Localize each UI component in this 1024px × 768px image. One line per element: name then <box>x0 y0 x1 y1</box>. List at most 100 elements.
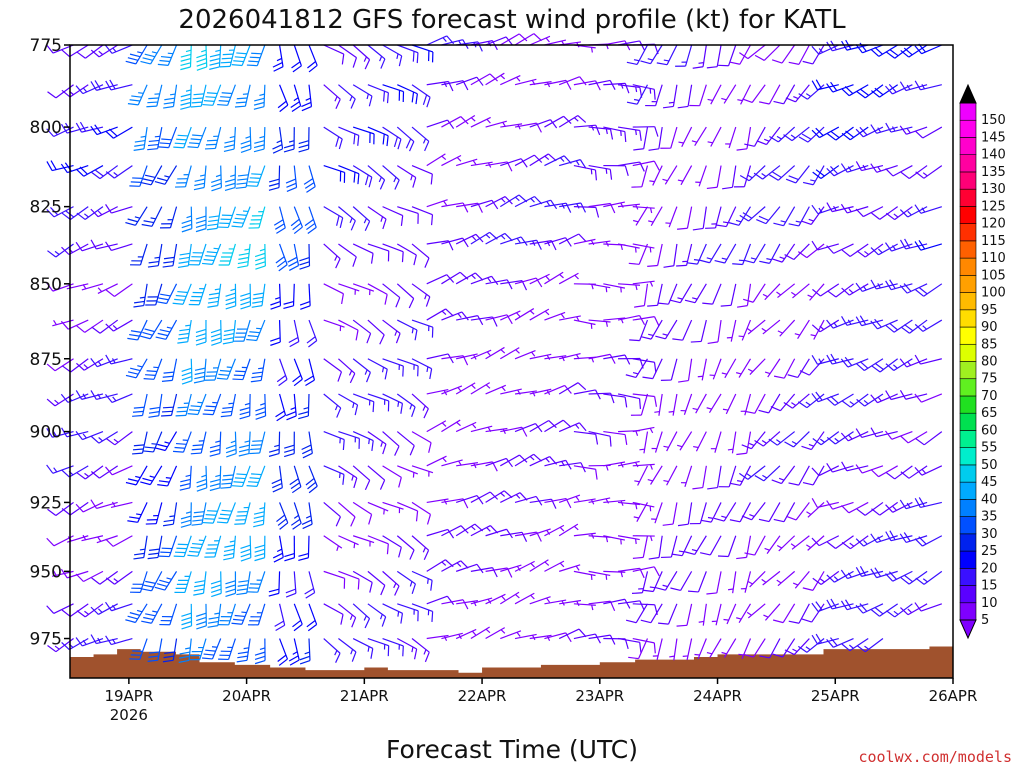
wind-barb-full-flag <box>788 61 800 65</box>
wind-barb-full-flag <box>841 132 851 141</box>
wind-barb-full-flag <box>127 57 139 61</box>
wind-barb-full-flag <box>677 105 689 109</box>
wind-barb-full-flag <box>855 128 864 138</box>
wind-barb-full-flag <box>826 202 833 212</box>
wind-barb-full-flag <box>196 53 207 59</box>
wind-barbs <box>46 33 943 666</box>
wind-barb-staff <box>81 243 104 252</box>
wind-barb-half-flag <box>442 457 447 463</box>
wind-barb-staff <box>382 570 400 587</box>
wind-barb-full-flag <box>364 618 371 629</box>
wind-barb <box>352 603 371 629</box>
wind-barb-full-flag <box>105 635 112 645</box>
wind-barb <box>558 422 587 433</box>
wind-barb-half-flag <box>761 327 767 332</box>
wind-barb-full-flag <box>60 163 68 173</box>
wind-barb <box>759 84 781 105</box>
wind-barb <box>209 465 222 492</box>
wind-barb-half-flag <box>834 437 840 443</box>
wind-barb <box>216 358 236 380</box>
wind-barb <box>382 465 402 488</box>
wind-barb-half-flag <box>150 217 156 220</box>
wind-barb-staff <box>112 465 133 476</box>
wind-barb <box>411 638 430 663</box>
wind-barb <box>382 84 405 103</box>
wind-barb-full-flag <box>106 438 116 446</box>
wind-barb-full-flag <box>292 222 302 231</box>
wind-barb <box>558 628 587 640</box>
wind-barb-half-flag <box>776 439 781 444</box>
wind-barb-full-flag <box>870 469 879 478</box>
wind-barb-half-flag <box>735 219 742 223</box>
wind-barb <box>338 358 356 384</box>
wind-barb <box>914 204 942 214</box>
wind-barb <box>812 431 840 446</box>
wind-barb <box>338 283 360 295</box>
wind-barb-half-flag <box>727 448 734 451</box>
wind-barb-full-flag <box>307 481 317 490</box>
wind-barb-full-flag <box>394 585 400 596</box>
wind-barb <box>738 319 752 341</box>
wind-barb-staff <box>697 638 707 660</box>
wind-barb-full-flag <box>739 175 750 182</box>
wind-barb-full-flag <box>250 448 261 451</box>
wind-barb <box>75 390 104 400</box>
wind-barb <box>885 206 913 221</box>
wind-barb-full-flag <box>268 592 280 597</box>
wind-barb-full-flag <box>181 219 192 225</box>
wind-barb-staff <box>861 465 884 474</box>
wind-barb-full-flag <box>563 115 572 124</box>
wind-barb-full-flag <box>209 487 221 492</box>
wind-barb <box>588 464 611 471</box>
wind-barb-full-flag <box>221 92 233 95</box>
wind-barb-full-flag <box>400 613 404 624</box>
wind-barb-half-flag <box>662 584 668 588</box>
wind-barb-full-flag <box>302 448 312 455</box>
wind-barb-full-flag <box>172 302 184 305</box>
wind-barb-half-flag <box>605 168 608 174</box>
wind-barb-staff <box>657 243 663 266</box>
wind-barb-staff <box>396 165 417 179</box>
wind-barb <box>301 431 313 459</box>
wind-barb-staff <box>658 393 663 416</box>
wind-barb <box>899 283 928 294</box>
wind-barb-full-flag <box>595 434 599 445</box>
wind-barb-full-flag <box>286 182 297 188</box>
wind-barb-full-flag <box>915 171 925 179</box>
wind-barb-staff <box>220 320 222 343</box>
wind-barb <box>247 571 266 593</box>
wind-barb-full-flag <box>205 514 217 516</box>
wind-barb-half-flag <box>165 477 172 479</box>
wind-barb-full-flag <box>830 353 837 364</box>
wind-barb-half-flag <box>633 516 639 519</box>
wind-barb <box>338 465 358 489</box>
wind-barb-full-flag <box>133 406 145 409</box>
wind-barb-staff <box>701 358 707 381</box>
wind-barb-staff <box>308 206 317 228</box>
wind-barb-full-flag <box>238 256 249 260</box>
wind-barb <box>338 126 360 146</box>
wind-barb-full-flag <box>826 397 836 406</box>
wind-barb-full-flag <box>462 237 469 248</box>
wind-barb-staff <box>411 126 430 142</box>
wind-barb-full-flag <box>900 471 910 479</box>
wind-barb-staff <box>278 320 281 343</box>
wind-barb-half-flag <box>485 384 491 389</box>
wind-barb-full-flag <box>402 366 404 377</box>
wind-barb-full-flag <box>364 480 371 491</box>
wind-barb <box>573 389 601 400</box>
wind-barb-full-flag <box>246 485 258 487</box>
wind-barb-full-flag <box>386 135 389 147</box>
wind-barb-full-flag <box>811 129 820 139</box>
wind-barb <box>219 44 236 68</box>
wind-barb-full-flag <box>250 379 262 383</box>
wind-barb-full-flag <box>565 237 572 247</box>
wind-barb-full-flag <box>308 485 318 494</box>
wind-barb-staff <box>894 465 913 480</box>
colorbar-cell <box>959 395 977 414</box>
wind-barb-staff <box>212 84 222 106</box>
wind-barb-full-flag <box>624 598 631 609</box>
wind-barb-half-flag <box>259 93 265 97</box>
wind-barb-staff <box>441 498 464 504</box>
wind-barb-staff <box>197 535 207 557</box>
